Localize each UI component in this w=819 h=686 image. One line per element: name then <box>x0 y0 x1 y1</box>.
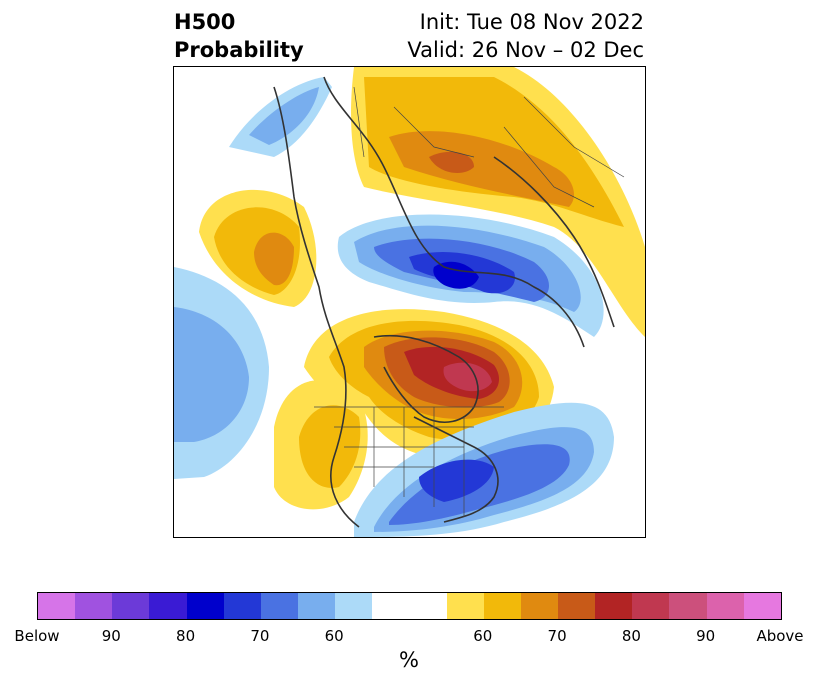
valid-range: Valid: 26 Nov – 02 Dec <box>407 38 644 62</box>
colorbar-segment <box>149 593 187 619</box>
colorbar-segment <box>520 593 558 619</box>
colorbar-tick-label: 70 <box>547 627 567 645</box>
colorbar-segment <box>112 593 150 619</box>
colorbar-tick-label: Below <box>14 627 60 645</box>
above-region-us-west <box>274 380 368 510</box>
colorbar-unit: % <box>399 648 419 672</box>
title-right: Init: Tue 08 Nov 2022 Valid: 26 Nov – 02… <box>407 8 644 64</box>
probability-map <box>173 66 646 538</box>
colorbar-segment <box>186 593 224 619</box>
below-region-pacific <box>174 267 269 479</box>
colorbar-segment <box>372 593 447 619</box>
colorbar-segment <box>483 593 521 619</box>
colorbar-tick-label: 70 <box>250 627 270 645</box>
colorbar-tick-label: Above <box>756 627 804 645</box>
colorbar-segment <box>260 593 298 619</box>
init-date: Init: Tue 08 Nov 2022 <box>419 10 644 34</box>
borders <box>314 86 625 517</box>
colorbar-segment <box>75 593 113 619</box>
title-variable: H500 <box>174 10 236 34</box>
colorbar-segment <box>223 593 261 619</box>
below-region-central <box>337 214 604 337</box>
colorbar-tick-label: 80 <box>621 627 641 645</box>
map-svg <box>174 67 645 537</box>
colorbar-tick-label: 60 <box>473 627 493 645</box>
colorbar-tick-label: 90 <box>696 627 716 645</box>
colorbar <box>37 592 782 620</box>
colorbar-segment <box>446 593 484 619</box>
title-left: H500 Probability <box>174 8 304 64</box>
colorbar-segment <box>335 593 373 619</box>
colorbar-tick-label: 90 <box>101 627 121 645</box>
below-region-north <box>229 77 332 157</box>
colorbar-tick-label: 60 <box>324 627 344 645</box>
title-probability: Probability <box>174 38 304 62</box>
colorbar-segment <box>557 593 596 619</box>
colorbar-segment <box>38 593 76 619</box>
colorbar-segment <box>595 593 633 619</box>
colorbar-segment <box>297 593 336 619</box>
above-region-west <box>199 189 317 307</box>
colorbar-tick-label: 80 <box>176 627 196 645</box>
colorbar-segment <box>743 593 781 619</box>
colorbar-segment <box>706 593 744 619</box>
colorbar-segment <box>669 593 707 619</box>
colorbar-segment <box>632 593 670 619</box>
